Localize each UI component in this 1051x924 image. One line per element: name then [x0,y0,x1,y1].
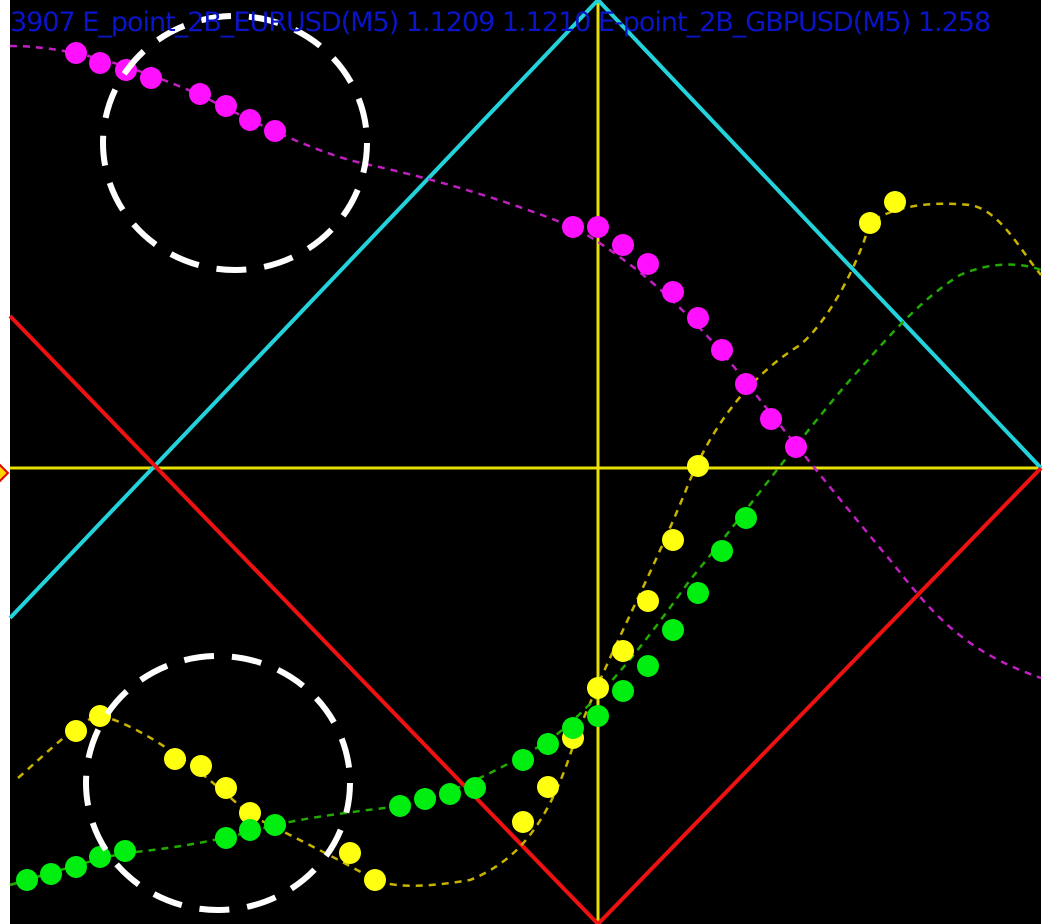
magenta-series-dot [65,42,87,64]
green-series-dot [735,507,757,529]
yellow-series-dot [537,776,559,798]
yellow-series-dot [164,748,186,770]
red-trend-line [8,314,1043,924]
green-series-dot [537,733,559,755]
magenta-series-dot [189,83,211,105]
green-series-dot [687,582,709,604]
yellow-series-dot [364,869,386,891]
magenta-series-dot [140,67,162,89]
yellow-series-dot [612,640,634,662]
green-series-dot [439,783,461,805]
yellow-series-dot [662,529,684,551]
green-series-dot [40,863,62,885]
green-series-dot [89,846,111,868]
magenta-series-dot [735,373,757,395]
magenta-series-dot [785,436,807,458]
green-series-dot [637,655,659,677]
magenta-dotted-trail [9,44,1042,680]
magenta-series-dot [687,307,709,329]
indicator-title: 3907 E_point_2B_EURUSD(M5) 1.1209 1.1210… [10,7,991,38]
magenta-series-dot [215,95,237,117]
magenta-series-dot [612,234,634,256]
magenta-series-dot [562,216,584,238]
left-edge-strip [0,0,10,924]
magenta-series-dot [264,120,286,142]
cyan-trend-line [8,0,1043,620]
green-series-dot [612,680,634,702]
yellow-series-dot [339,842,361,864]
dashed-circle-icon [100,13,370,273]
yellow-series-dot [637,590,659,612]
right-edge-strip [1041,0,1051,924]
yellow-series-dot [65,720,87,742]
green-series-dot [512,749,534,771]
magenta-series-dot [711,339,733,361]
yellow-series-dot [859,212,881,234]
magenta-series-dot [89,52,111,74]
yellow-series-dot [239,802,261,824]
green-series-dot [114,840,136,862]
green-series-dot [264,814,286,836]
yellow-series-dot [215,777,237,799]
green-series-dot [239,819,261,841]
green-dotted-trail [9,263,1042,887]
magenta-series-dot [637,253,659,275]
green-series-dot [389,795,411,817]
green-series-dot [65,856,87,878]
yellow-series-dot [587,677,609,699]
yellow-series-dot [884,191,906,213]
green-series-dot [587,705,609,727]
green-series-dot [562,717,584,739]
magenta-series-dot [760,408,782,430]
yellow-series-dot [687,455,709,477]
yellow-series-dot [89,705,111,727]
green-series-dot [711,540,733,562]
magenta-series-dot [587,216,609,238]
yellow-series-dot [512,811,534,833]
green-series-dot [414,788,436,810]
green-series-dot [464,777,486,799]
magenta-series-dot [239,109,261,131]
magenta-series-dot [662,281,684,303]
yellow-dotted-trail [17,202,1042,888]
dashed-circle-icon [83,653,353,913]
green-series-dot [662,619,684,641]
green-series-dot [215,827,237,849]
green-series-dot [16,869,38,891]
yellow-series-dot [190,755,212,777]
